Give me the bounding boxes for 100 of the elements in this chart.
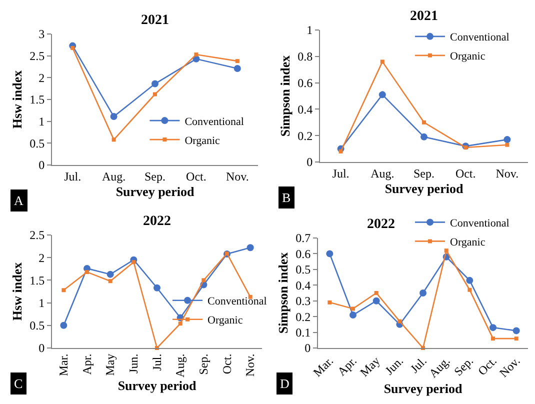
x-tick-label: Sep. (196, 354, 211, 375)
point (326, 250, 334, 258)
x-axis-title: Survey period (384, 181, 464, 196)
point (351, 306, 355, 311)
point (194, 52, 198, 57)
y-tick-label: 0.6 (298, 76, 313, 90)
x-tick-label: Jul. (150, 354, 164, 371)
x-tick-label: Sep. (414, 166, 434, 180)
point (512, 327, 520, 334)
x-tick-label: Nov. (243, 354, 258, 377)
y-tick-label: 0.2 (296, 310, 311, 324)
point (380, 60, 384, 64)
point (110, 113, 118, 120)
point (466, 276, 474, 284)
point (420, 133, 428, 140)
y-tick-label: 0 (304, 341, 311, 356)
y-tick-label: 0.5 (30, 136, 45, 150)
point (338, 149, 343, 154)
x-tick-label: Jul. (64, 169, 82, 184)
x-tick-label: Oct. (220, 354, 234, 374)
y-tick-label: 1 (38, 114, 45, 129)
y-tick-label: 0.7 (296, 231, 311, 246)
y-tick-label: 0.6 (296, 246, 311, 261)
point (372, 297, 380, 304)
y-tick-label: 0 (38, 158, 45, 172)
y-axis-title: Hsw index (10, 70, 25, 129)
x-tick-label: Oct. (475, 354, 500, 378)
x-tick-label: Mar. (56, 354, 71, 376)
legend-label: Organic (450, 236, 486, 248)
x-tick-label: May (357, 354, 383, 380)
x-tick-label: Apr. (334, 354, 360, 379)
point (202, 278, 206, 282)
point (490, 324, 496, 332)
point (62, 288, 66, 292)
point (70, 46, 75, 50)
chart-title: 2022 (143, 214, 171, 229)
point (246, 244, 254, 252)
point (60, 322, 68, 329)
point (514, 336, 518, 341)
text: B (282, 190, 291, 205)
point (154, 284, 160, 292)
x-tick-label: May (103, 354, 118, 376)
chart-title: 2022 (367, 217, 395, 232)
x-tick-label: Aug. (102, 169, 126, 184)
point (153, 92, 157, 96)
point (152, 80, 158, 88)
x-tick-label: Jun. (382, 354, 406, 378)
y-tick-label: 0.1 (296, 325, 311, 340)
point (505, 142, 510, 147)
point (108, 279, 112, 284)
x-tick-label: Oct. (455, 166, 476, 180)
point (420, 290, 426, 296)
x-tick-label: Sep. (451, 354, 476, 379)
y-tick-label: 0.3 (296, 294, 311, 308)
y-tick-label: 1 (306, 23, 313, 38)
x-tick-label: Mar. (310, 354, 336, 380)
point (378, 91, 386, 98)
y-tick-label: 0 (306, 155, 313, 170)
point (468, 288, 472, 292)
point (178, 322, 182, 326)
x-tick-label: Nov. (226, 169, 249, 184)
chart-title: 2021 (410, 9, 438, 24)
point (374, 291, 378, 295)
x-tick-label: Aug. (370, 166, 394, 180)
y-axis-title: Simpson index (278, 54, 293, 137)
y-tick-label: 0.4 (296, 278, 311, 292)
x-tick-label: Nov. (496, 166, 519, 180)
chart-title: 2021 (141, 13, 169, 28)
y-axis-title: Simpson index (276, 252, 291, 334)
y-tick-label: 0.5 (30, 318, 45, 333)
legend-label: Organic (208, 314, 243, 327)
point (234, 65, 241, 72)
x-tick-label: Jul. (332, 166, 350, 180)
x-tick-label: Apr. (80, 354, 94, 375)
point (350, 312, 356, 318)
point (464, 145, 468, 150)
x-tick-label: Oct. (186, 169, 206, 184)
x-axis-title: Survey period (384, 381, 463, 396)
legend-label: Conventional (208, 296, 267, 308)
y-tick-label: 0 (38, 341, 45, 356)
y-tick-label: 0.4 (298, 102, 313, 116)
x-axis-title: Survey period (118, 378, 197, 394)
legend-label: Conventional (450, 32, 510, 44)
point (422, 120, 426, 124)
y-tick-label: 0.8 (298, 50, 313, 64)
point (504, 136, 511, 144)
legend-label: Conventional (450, 217, 510, 230)
legend-label: Organic (184, 134, 220, 147)
point (491, 336, 495, 341)
y-tick-label: 2.5 (30, 228, 45, 242)
y-tick-label: 2 (38, 70, 45, 85)
x-tick-label: Aug. (173, 354, 188, 378)
legend-label: Conventional (184, 116, 244, 128)
point (112, 138, 116, 142)
y-tick-label: 3 (38, 27, 45, 42)
y-tick-label: 1.5 (30, 92, 45, 107)
y-tick-label: 1 (38, 296, 45, 310)
y-tick-label: 1.5 (30, 273, 45, 288)
y-tick-label: 0.5 (296, 262, 311, 277)
text: D (280, 376, 290, 391)
